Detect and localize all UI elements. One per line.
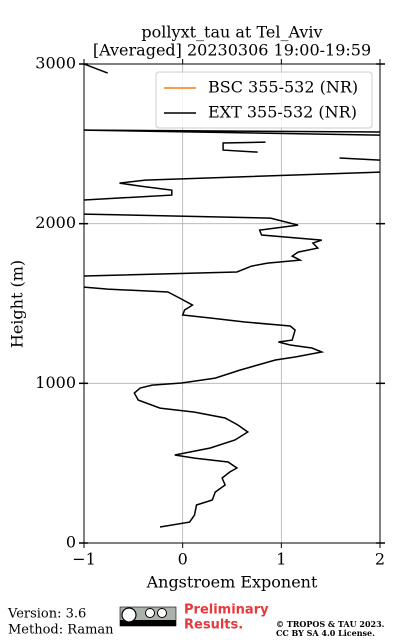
x-tick-label: 2	[375, 550, 385, 569]
y-axis-label: Height (m)	[8, 260, 27, 348]
y-tick-label: 1000	[35, 373, 76, 392]
x-axis-label: Angstroem Exponent	[146, 573, 318, 592]
y-tick-label: 3000	[35, 54, 76, 73]
legend-label: BSC 355-532 (NR)	[208, 78, 358, 97]
plot-frame	[83, 63, 381, 544]
x-tick-label: 1	[276, 550, 286, 569]
cc-logo	[119, 606, 177, 627]
chart-subtitle: [Averaged] 20230306 19:00-19:59	[93, 41, 371, 60]
y-tick-label: 2000	[35, 213, 76, 232]
profile-line	[84, 64, 380, 528]
chart-title: pollyxt_tau at Tel_Aviv	[141, 23, 322, 42]
y-tick-label: 0	[66, 533, 76, 552]
x-tick-label: 0	[178, 550, 188, 569]
legend-label: EXT 355-532 (NR)	[208, 103, 357, 122]
license: © TROPOS & TAU 2023.	[276, 619, 385, 629]
version: Version: 3.6	[7, 607, 86, 622]
method: Method: Raman	[8, 623, 114, 638]
license: CC BY SA 4.0 License.	[276, 628, 375, 638]
preliminary-note: Results.	[184, 618, 243, 633]
legend-box	[155, 71, 373, 129]
preliminary-note: Preliminary	[184, 603, 269, 618]
x-tick-label: −1	[72, 550, 96, 569]
